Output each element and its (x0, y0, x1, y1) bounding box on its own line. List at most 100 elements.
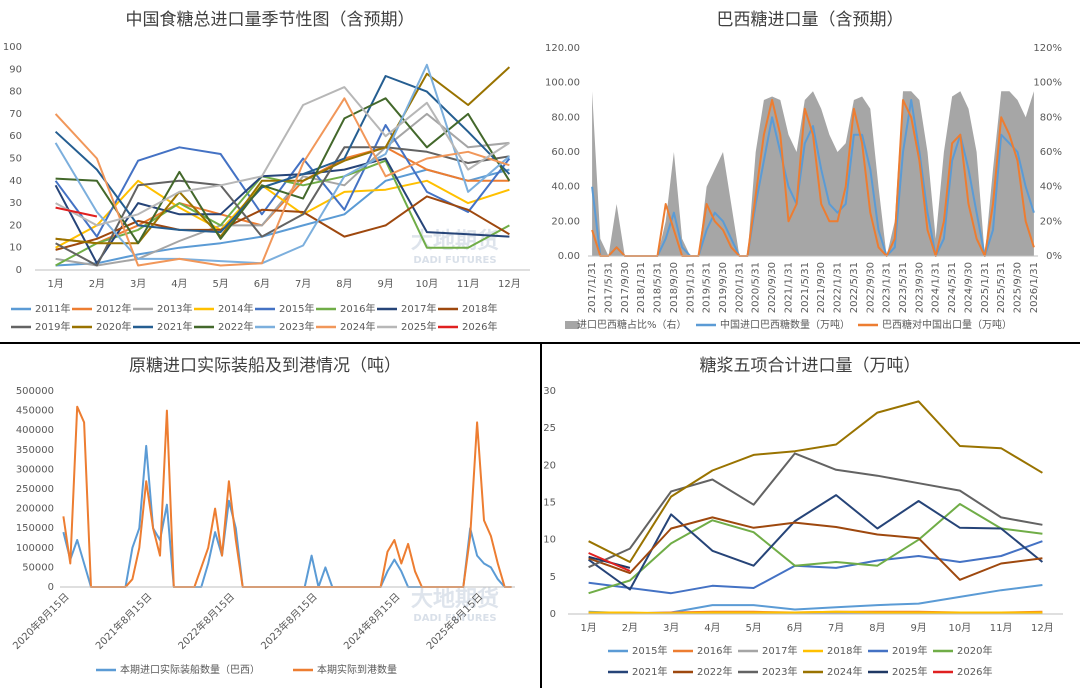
x-tick-label: 5月 (745, 622, 761, 634)
legend-label: 2016年 (340, 302, 375, 315)
x-tick-label: 2025/5/31 (996, 262, 1007, 313)
y-tick-label: 100.00 (545, 78, 580, 89)
x-tick-label: 2022/1/31 (833, 262, 844, 313)
x-tick-label: 10月 (416, 278, 439, 290)
y-tick-label: 60 (9, 131, 22, 142)
watermark: DADI FUTURES (413, 255, 496, 266)
y2-tick-label: 60% (1040, 147, 1062, 158)
legend-label: 2020年 (957, 644, 992, 657)
y-tick-label: 80.00 (551, 112, 580, 123)
y-tick-label: 20.00 (551, 216, 580, 227)
legend-label: 2022年 (218, 320, 253, 333)
y-tick-label: 5 (550, 572, 556, 583)
x-tick-label: 3月 (130, 278, 146, 290)
x-tick-label: 2018/1/31 (636, 262, 647, 313)
x-tick-label: 5月 (212, 278, 228, 290)
series-line (588, 516, 1043, 581)
legend-label: 中国进口巴西糖数量（万吨） (720, 318, 850, 331)
x-tick-label: 9月 (910, 622, 926, 634)
legend-label: 2024年 (827, 665, 862, 678)
x-tick-label: 2017/9/30 (620, 262, 631, 313)
legend-label: 2023年 (279, 320, 314, 333)
x-tick-label: 12月 (1031, 622, 1054, 634)
y-tick-label: 500000 (16, 386, 54, 397)
legend-label: 2015年 (632, 644, 667, 657)
y2-tick-label: 80% (1040, 112, 1062, 123)
x-tick-label: 4月 (171, 278, 187, 290)
x-tick-label: 9月 (377, 278, 393, 290)
series-line (55, 86, 510, 227)
x-tick-label: 2017/5/31 (603, 262, 614, 313)
x-tick-label: 2017/1/31 (587, 262, 598, 313)
x-tick-label: 2021/9/30 (816, 262, 827, 313)
x-tick-label: 1月 (580, 622, 596, 634)
x-tick-label: 4月 (704, 622, 720, 634)
y-tick-label: 10 (543, 535, 556, 546)
x-tick-label: 3月 (663, 622, 679, 634)
legend-label: 2023年 (762, 665, 797, 678)
series-line (54, 124, 511, 238)
x-tick-label: 2025/9/30 (1013, 262, 1024, 313)
y-tick-label: 50000 (22, 562, 54, 573)
legend-label: 2017年 (762, 644, 797, 657)
legend-label: 2020年 (96, 320, 131, 333)
y-tick-label: 80 (9, 87, 22, 98)
series-line (591, 99, 1035, 257)
y-tick-label: 450000 (16, 406, 54, 417)
x-tick-label: 2月 (89, 278, 105, 290)
series-line (588, 552, 631, 572)
legend-label: 2026年 (462, 320, 497, 333)
series-line (55, 97, 511, 245)
chart-title: 糖浆五项合计进口量（万吨） (700, 356, 921, 376)
x-tick-label: 2019/5/31 (702, 262, 713, 313)
y-tick-label: 60.00 (551, 147, 580, 158)
series-line (588, 503, 1043, 595)
x-tick-label: 8月 (869, 622, 885, 634)
chart-title: 巴西糖进口量（含预期） (717, 10, 904, 30)
y-tick-label: 300000 (16, 464, 54, 475)
series-line (588, 400, 1043, 563)
x-tick-label: 2026/1/31 (1029, 262, 1040, 313)
legend-label: 2019年 (892, 644, 927, 657)
y-tick-label: 15 (543, 498, 556, 509)
chart-title: 原糖进口实际装船及到港情况（吨） (129, 356, 401, 376)
y-tick-label: 100 (3, 42, 22, 53)
series-line (55, 206, 98, 218)
legend-label: 2022年 (697, 665, 732, 678)
x-tick-label: 2023/5/31 (898, 262, 909, 313)
series-line (588, 452, 1043, 569)
x-tick-label: 10月 (949, 622, 972, 634)
series-line (55, 146, 510, 245)
x-tick-label: 11月 (990, 622, 1013, 634)
x-tick-label: 2022/9/30 (865, 262, 876, 313)
y-tick-label: 120.00 (545, 43, 580, 54)
legend-label: 2025年 (892, 665, 927, 678)
legend-label: 2026年 (957, 665, 992, 678)
y-tick-label: 0 (16, 265, 22, 276)
legend-label: 2013年 (157, 302, 192, 315)
y-tick-label: 400000 (16, 425, 54, 436)
legend-label: 2025年 (401, 320, 436, 333)
y-tick-label: 100000 (16, 543, 54, 554)
legend-label: 2018年 (827, 644, 862, 657)
x-tick-label: 2025/1/31 (980, 262, 991, 313)
watermark: 大地期货 (411, 228, 499, 254)
y-tick-label: 20 (9, 220, 22, 231)
series-line (54, 97, 510, 267)
x-tick-label: 2024/1/31 (931, 262, 942, 313)
series-line (588, 494, 1044, 591)
x-tick-label: 8月 (336, 278, 352, 290)
legend-label: 进口巴西糖占比%（右） (577, 318, 687, 331)
legend-label: 2018年 (462, 302, 497, 315)
x-tick-label: 2024/5/31 (947, 262, 958, 313)
y-tick-label: 250000 (16, 484, 54, 495)
legend-label: 2017年 (401, 302, 436, 315)
legend-swatch (565, 321, 579, 329)
legend-label: 2021年 (157, 320, 192, 333)
series-line (588, 540, 1043, 595)
series-line (55, 146, 510, 267)
y-tick-label: 0.00 (558, 251, 580, 262)
y2-tick-label: 40% (1040, 182, 1062, 193)
x-tick-label: 2月 (622, 622, 638, 634)
